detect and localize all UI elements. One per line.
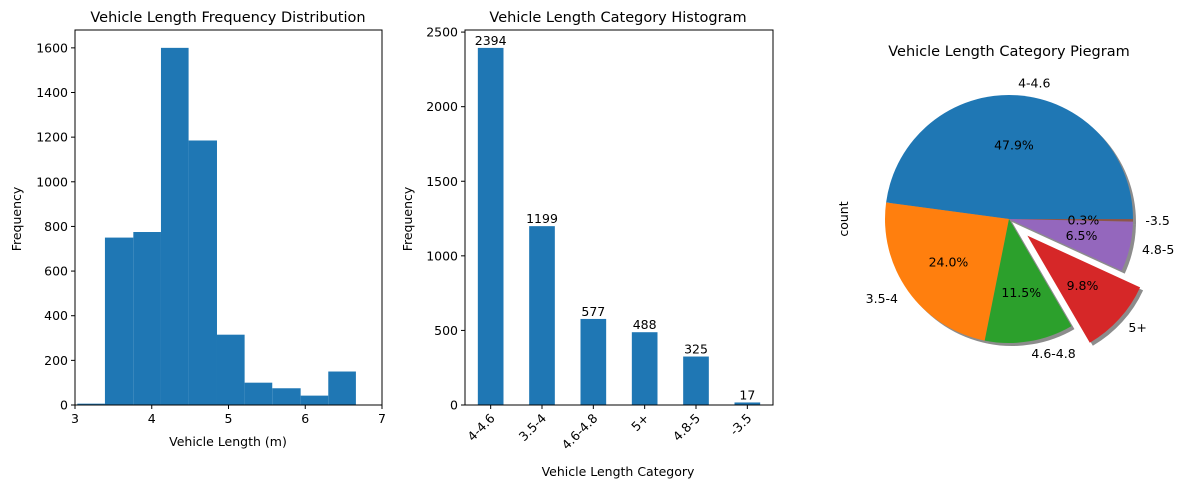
chart2-data-label: 2394 <box>475 33 507 48</box>
chart3-pct-label: 0.3% <box>1068 212 1100 227</box>
chart3-title: Vehicle Length Category Piegram <box>888 44 1129 60</box>
chart2-bar <box>529 226 555 405</box>
chart1-bar <box>133 232 161 405</box>
chart3-pct-label: 11.5% <box>1001 285 1041 300</box>
chart3-pct-label: 47.9% <box>994 137 1034 152</box>
chart3-category-label: 3.5-4 <box>866 291 898 306</box>
chart2-ylabel: Frequency <box>400 186 415 251</box>
chart3-pct-label: 6.5% <box>1066 228 1098 243</box>
chart1-ytick-label: 1200 <box>36 130 68 145</box>
chart2-xtick-label: -3.5 <box>727 411 755 439</box>
chart3-slice <box>885 202 1009 341</box>
chart2-title: Vehicle Length Category Histogram <box>489 10 746 26</box>
chart2-ytick-label: 0 <box>450 398 458 413</box>
chart2-xlabel: Vehicle Length Category <box>542 464 695 479</box>
chart2-data-label: 488 <box>633 317 657 332</box>
chart1-xtick-label: 6 <box>301 411 309 426</box>
chart2-data-label: 325 <box>684 342 708 357</box>
chart1-bar <box>104 237 134 405</box>
chart1-xlabel: Vehicle Length (m) <box>169 434 287 449</box>
chart2-bar <box>683 356 709 405</box>
chart2-xtick-label: 4.8-5 <box>670 411 703 444</box>
chart2-ytick-label: 2000 <box>426 99 458 114</box>
chart1-xtick-label: 4 <box>148 411 156 426</box>
chart3-category-label: 4.6-4.8 <box>1031 346 1075 361</box>
chart1-plot-frame <box>74 29 383 406</box>
chart1-ylabel: Frequency <box>9 186 24 251</box>
chart2-bar <box>477 47 504 406</box>
chart2-ytick-label: 1000 <box>426 248 458 263</box>
chart1-bar <box>328 371 356 405</box>
chart1-bar <box>188 140 217 405</box>
chart2-bar <box>734 402 761 405</box>
chart1-xtick-label: 7 <box>378 411 386 426</box>
frequency-distribution-chart: Vehicle Length Frequency Distribution Ve… <box>9 10 386 449</box>
chart3-category-label: -3.5 <box>1145 213 1169 228</box>
chart3-pct-label: 24.0% <box>929 255 969 270</box>
chart1-ytick-label: 400 <box>44 308 68 323</box>
chart2-ytick-label: 2500 <box>426 25 458 40</box>
chart2-xtick-label: 5+ <box>628 411 652 435</box>
chart2-xtick-label: 3.5-4 <box>516 410 550 444</box>
chart3-category-label: 4-4.6 <box>1018 75 1050 90</box>
chart2-bar <box>631 332 658 405</box>
category-pie-chart: Vehicle Length Category Piegram count 47… <box>836 44 1174 361</box>
chart3-slice <box>886 95 1133 219</box>
chart1-bar <box>160 47 189 405</box>
chart2-plot-frame <box>464 29 774 406</box>
chart3-slice <box>1027 235 1141 343</box>
chart1-ytick-label: 600 <box>44 264 68 279</box>
chart3-category-label: 5+ <box>1128 320 1146 335</box>
chart1-bar <box>216 334 245 405</box>
chart1-xtick-label: 3 <box>71 411 79 426</box>
chart3-slice <box>1009 219 1133 271</box>
chart2-xtick-label: 4.6-4.8 <box>559 410 601 452</box>
chart1-ytick-label: 1400 <box>36 85 68 100</box>
chart3-pct-label: 9.8% <box>1067 278 1099 293</box>
chart3-ylabel: count <box>836 201 851 236</box>
chart2-data-label: 1199 <box>526 211 558 226</box>
chart1-ytick-label: 800 <box>44 219 68 234</box>
chart1-ytick-label: 1000 <box>36 174 68 189</box>
chart1-bar <box>244 382 273 405</box>
chart2-bar <box>580 318 607 405</box>
chart2-ytick-label: 1500 <box>426 174 458 189</box>
chart1-xtick-label: 5 <box>225 411 233 426</box>
category-histogram-chart: Vehicle Length Category Histogram Vehicl… <box>400 10 774 479</box>
chart3-slice <box>1009 219 1133 222</box>
chart1-bar <box>300 395 329 405</box>
chart1-ytick-label: 200 <box>44 353 68 368</box>
chart3-category-label: 4.8-5 <box>1142 242 1174 257</box>
chart2-data-label: 577 <box>581 304 605 319</box>
chart1-bar <box>77 403 105 405</box>
chart2-xtick-label: 4-4.6 <box>464 410 498 444</box>
chart1-ytick-label: 0 <box>60 398 68 413</box>
chart2-ytick-label: 500 <box>434 323 458 338</box>
chart1-title: Vehicle Length Frequency Distribution <box>90 10 365 26</box>
chart1-ytick-label: 1600 <box>36 40 68 55</box>
chart1-bar <box>272 388 301 405</box>
chart2-data-label: 17 <box>739 387 755 402</box>
chart3-slice <box>984 219 1072 343</box>
